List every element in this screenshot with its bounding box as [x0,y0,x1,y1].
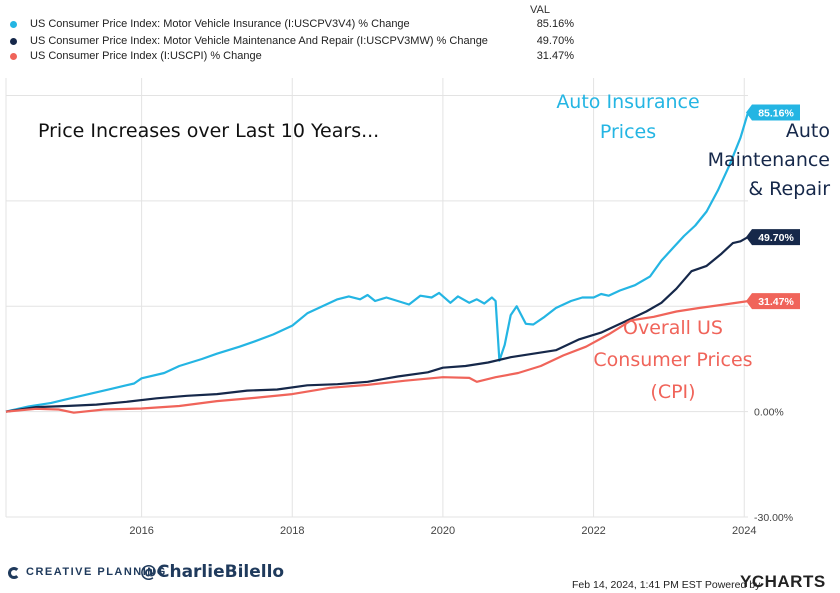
series-annotation-2: Consumer Prices [593,349,752,371]
line-chart: 2016 2018 2020 2022 2024 0.00% -30.00% 85.16% 49… [5,78,830,537]
footer: CREATIVE PLANNING @CharlieBilello Feb 14… [0,560,840,593]
legend-label: US Consumer Price Index (I:USCPI) % Chan… [30,50,262,62]
legend-dot-icon [10,21,17,28]
series-line-1 [5,236,749,413]
series-annotation-0: Auto Insurance [556,91,699,113]
end-label-value: 49.70% [758,232,794,244]
timestamp: Feb 14, 2024, 1:41 PM EST Powered by [572,579,761,591]
chart-title: Price Increases over Last 10 Years... [38,120,379,142]
y-tick-label: 0.00% [754,407,784,419]
series-annotation-2: Overall US [623,317,723,339]
x-tick-label: 2020 [431,525,455,537]
legend-value: 85.16% [536,18,574,30]
series-annotation-2: (CPI) [650,381,695,403]
creative-planning-logo-icon [8,567,20,579]
series-annotation-1: & Repair [748,178,830,200]
brand-logo: CREATIVE PLANNING [8,566,167,579]
series-line-0 [5,112,750,413]
legend-label: US Consumer Price Index: Motor Vehicle M… [30,35,488,47]
x-tick-label: 2018 [280,525,304,537]
legend-value: 49.70% [536,35,574,47]
series-annotation-1: Auto [786,120,830,142]
x-tick-label: 2016 [129,525,153,537]
series-annotation-1: Maintenance [708,149,830,171]
legend-value: 31.47% [536,50,574,62]
series-line-2 [5,300,749,414]
end-label-flag [746,293,800,310]
legend-dot-icon [10,38,17,45]
end-label-value: 85.16% [758,108,794,120]
end-label-flag [746,104,800,121]
legend-label: US Consumer Price Index: Motor Vehicle I… [30,18,410,30]
x-tick-label: 2022 [581,525,605,537]
x-tick-label: 2024 [732,525,756,537]
legend-dot-icon [10,53,17,60]
end-label-flag [746,229,800,246]
legend-value-header: VAL [530,4,550,16]
end-label-value: 31.47% [758,296,794,308]
ycharts-logo: YCHARTS [740,572,826,591]
y-tick-label: -30.00% [754,512,793,524]
brand-name: CREATIVE PLANNING [26,566,167,578]
author-handle: @CharlieBilello [140,562,285,582]
series-annotation-0: Prices [600,121,656,143]
